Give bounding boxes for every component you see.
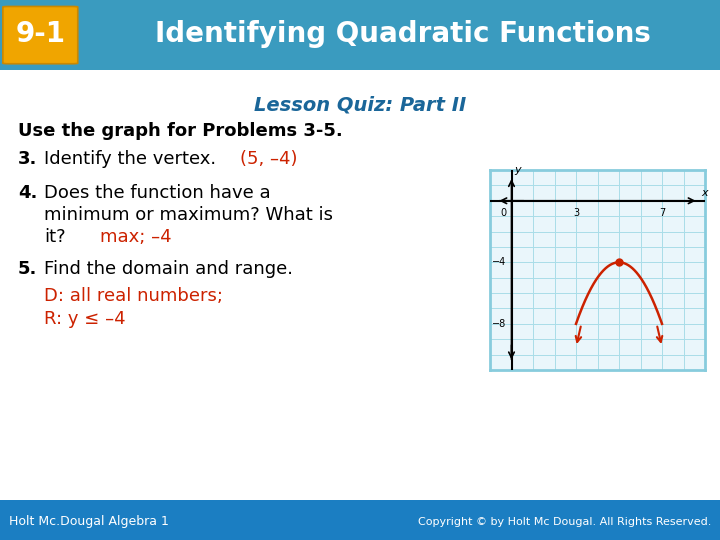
Text: −4: −4 [492,257,506,267]
Text: y: y [515,165,521,174]
Text: 9-1: 9-1 [15,19,66,48]
Text: Holt Mc.Dougal Algebra 1: Holt Mc.Dougal Algebra 1 [9,515,168,528]
Text: 3.: 3. [18,150,37,168]
Text: D: all real numbers;: D: all real numbers; [44,287,223,305]
Text: Copyright © by Holt Mc Dougal. All Rights Reserved.: Copyright © by Holt Mc Dougal. All Right… [418,517,711,527]
Text: 5.: 5. [18,260,37,278]
Text: 4.: 4. [18,184,37,202]
Text: 0: 0 [500,208,507,218]
Text: minimum or maximum? What is: minimum or maximum? What is [44,206,333,224]
Text: x: x [702,188,708,198]
Text: −8: −8 [492,319,506,329]
Text: Use the graph for Problems 3-5.: Use the graph for Problems 3-5. [18,122,343,140]
Text: Lesson Quiz: Part II: Lesson Quiz: Part II [254,95,466,114]
Text: Find the domain and range.: Find the domain and range. [44,260,293,278]
Text: (5, –4): (5, –4) [240,150,297,168]
Text: R: y ≤ –4: R: y ≤ –4 [44,310,125,328]
Text: it?: it? [44,228,66,246]
Text: Identify the vertex.: Identify the vertex. [44,150,216,168]
Text: Does the function have a: Does the function have a [44,184,271,202]
Text: max; –4: max; –4 [100,228,171,246]
Text: 3: 3 [573,208,579,218]
Text: Identifying Quadratic Functions: Identifying Quadratic Functions [156,19,651,48]
Text: 7: 7 [659,208,665,218]
FancyBboxPatch shape [3,6,78,64]
